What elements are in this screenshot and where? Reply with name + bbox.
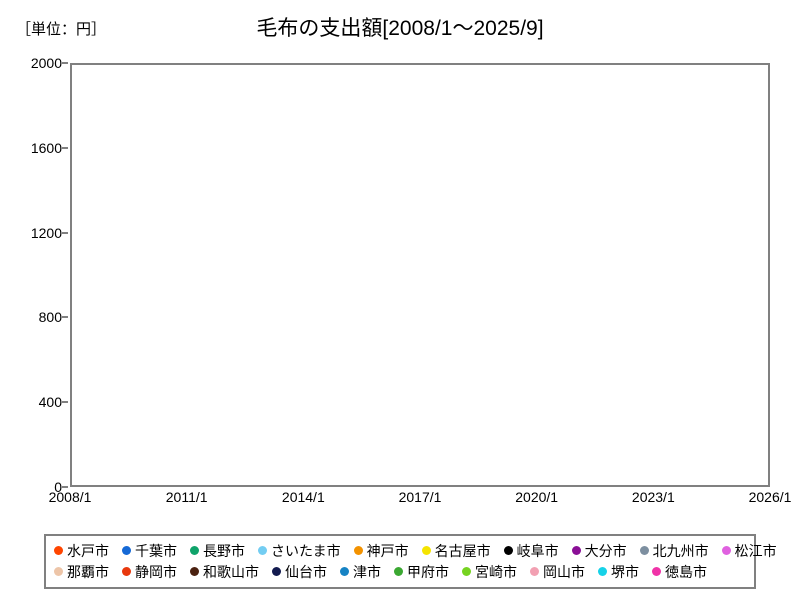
legend-item-津市[interactable]: 津市 [340,565,381,579]
legend-item-岐阜市[interactable]: 岐阜市 [503,542,559,559]
legend-marker-icon [54,567,63,576]
legend-marker-icon [122,546,131,555]
y-axis-tick-label: 1200 [30,224,62,241]
legend-label: 那覇市 [67,563,109,580]
legend-label: 名古屋市 [434,542,491,559]
x-axis-tick-label: 2020/1 [515,489,559,505]
legend-marker-icon [54,546,63,555]
legend-marker-icon [421,546,431,555]
legend-label: 北九州市 [652,542,709,559]
plot-area [70,63,770,487]
legend-label: 徳島市 [665,563,707,580]
legend-label: 岐阜市 [516,542,559,559]
x-axis-tick-label: 2017/1 [398,489,442,505]
legend-marker-icon [639,546,649,555]
legend-marker-icon [571,546,581,555]
legend-marker-icon [340,567,349,576]
y-axis-tick-mark [62,146,68,149]
legend-item-那覇市[interactable]: 那覇市 [54,565,109,579]
legend-label: 津市 [353,563,381,580]
legend-item-堺市[interactable]: 堺市 [598,565,639,579]
y-axis-tick-label: 1600 [30,139,62,156]
y-axis-tick-mark [62,62,68,64]
legend-marker-icon [258,546,267,555]
y-axis-tick-mark [62,316,68,319]
legend-marker-icon [122,567,131,576]
legend-label: 神戸市 [366,542,409,559]
legend-marker-icon [530,567,539,576]
legend-item-長野市[interactable]: 長野市 [190,544,245,558]
legend-label: 千葉市 [135,542,177,559]
x-axis-tick-label: 2014/1 [281,489,325,505]
legend-item-大分市[interactable]: 大分市 [571,542,627,559]
legend-item-神戸市[interactable]: 神戸市 [353,542,409,559]
plot-frame [70,63,770,487]
legend-item-仙台市[interactable]: 仙台市 [272,565,327,579]
legend-label: 和歌山市 [203,563,259,580]
legend-row: 那覇市 静岡市 和歌山市 仙台市 津市 甲府市 宮崎市 岡山市 堺市 徳島市 [54,561,748,582]
y-axis-tick-mark [62,401,68,404]
legend-label: 水戸市 [67,542,109,559]
legend-item-甲府市[interactable]: 甲府市 [394,565,449,579]
legend-item-和歌山市[interactable]: 和歌山市 [190,565,259,579]
legend-label: 岡山市 [543,563,585,580]
legend-item-宮崎市[interactable]: 宮崎市 [462,565,517,579]
legend-item-千葉市[interactable]: 千葉市 [122,544,177,558]
legend-row: 水戸市 千葉市 長野市 さいたま市 神戸市 名古屋市 岐阜市 大分市 北九州市 松江市 [54,540,777,561]
x-axis-tick-label: 2011/1 [165,489,208,505]
y-axis-tick-label: 800 [38,309,62,326]
y-axis-tick-mark [62,486,68,488]
legend-item-静岡市[interactable]: 静岡市 [122,565,177,579]
legend-label: 堺市 [611,563,639,580]
legend-label: 仙台市 [285,563,327,580]
legend-marker-icon [353,546,363,555]
legend-item-岡山市[interactable]: 岡山市 [530,565,585,579]
legend-label: 松江市 [734,542,777,559]
legend-marker-icon [721,546,731,555]
legend-item-さいたま市[interactable]: さいたま市 [258,544,341,558]
legend-label: 大分市 [584,542,627,559]
legend-label: 静岡市 [135,563,177,580]
legend-item-徳島市[interactable]: 徳島市 [652,565,707,579]
legend-label: 甲府市 [407,563,449,580]
legend-item-名古屋市[interactable]: 名古屋市 [421,542,491,559]
y-axis: 0 400 800 1200 1600 2000 [0,55,68,495]
legend-item-北九州市[interactable]: 北九州市 [639,542,709,559]
legend-marker-icon [190,546,199,555]
legend-label: さいたま市 [271,542,341,559]
legend-marker-icon [272,567,281,576]
x-axis-tick-label: 2026/1 [748,489,792,505]
legend-marker-icon [190,567,199,576]
legend-marker-icon [598,567,607,576]
legend-marker-icon [503,546,513,555]
legend-item-水戸市[interactable]: 水戸市 [54,544,109,558]
legend-marker-icon [394,567,403,576]
y-axis-tick-label: 2000 [30,55,62,71]
unit-label: ［単位：円］ [16,21,107,38]
legend-item-松江市[interactable]: 松江市 [721,542,777,559]
y-axis-tick-mark [62,231,68,234]
legend-label: 宮崎市 [475,563,517,580]
page-title: 毛布の支出額[2008/1～2025/9] [256,17,544,40]
legend-marker-icon [462,567,471,576]
x-axis-tick-label: 2008/1 [48,489,92,505]
legend-label: 長野市 [203,542,245,559]
legend-marker-icon [652,567,661,576]
x-axis: 2008/1 2011/1 2014/1 2017/1 2020/1 2023/1 2026… [0,489,800,513]
legend: 水戸市 千葉市 長野市 さいたま市 神戸市 名古屋市 岐阜市 大分市 北九州市 松江市那覇市 静岡市… [44,534,777,589]
x-axis-tick-label: 2023/1 [631,489,675,505]
y-axis-tick-label: 0 [54,479,62,495]
y-axis-tick-label: 400 [38,394,62,411]
